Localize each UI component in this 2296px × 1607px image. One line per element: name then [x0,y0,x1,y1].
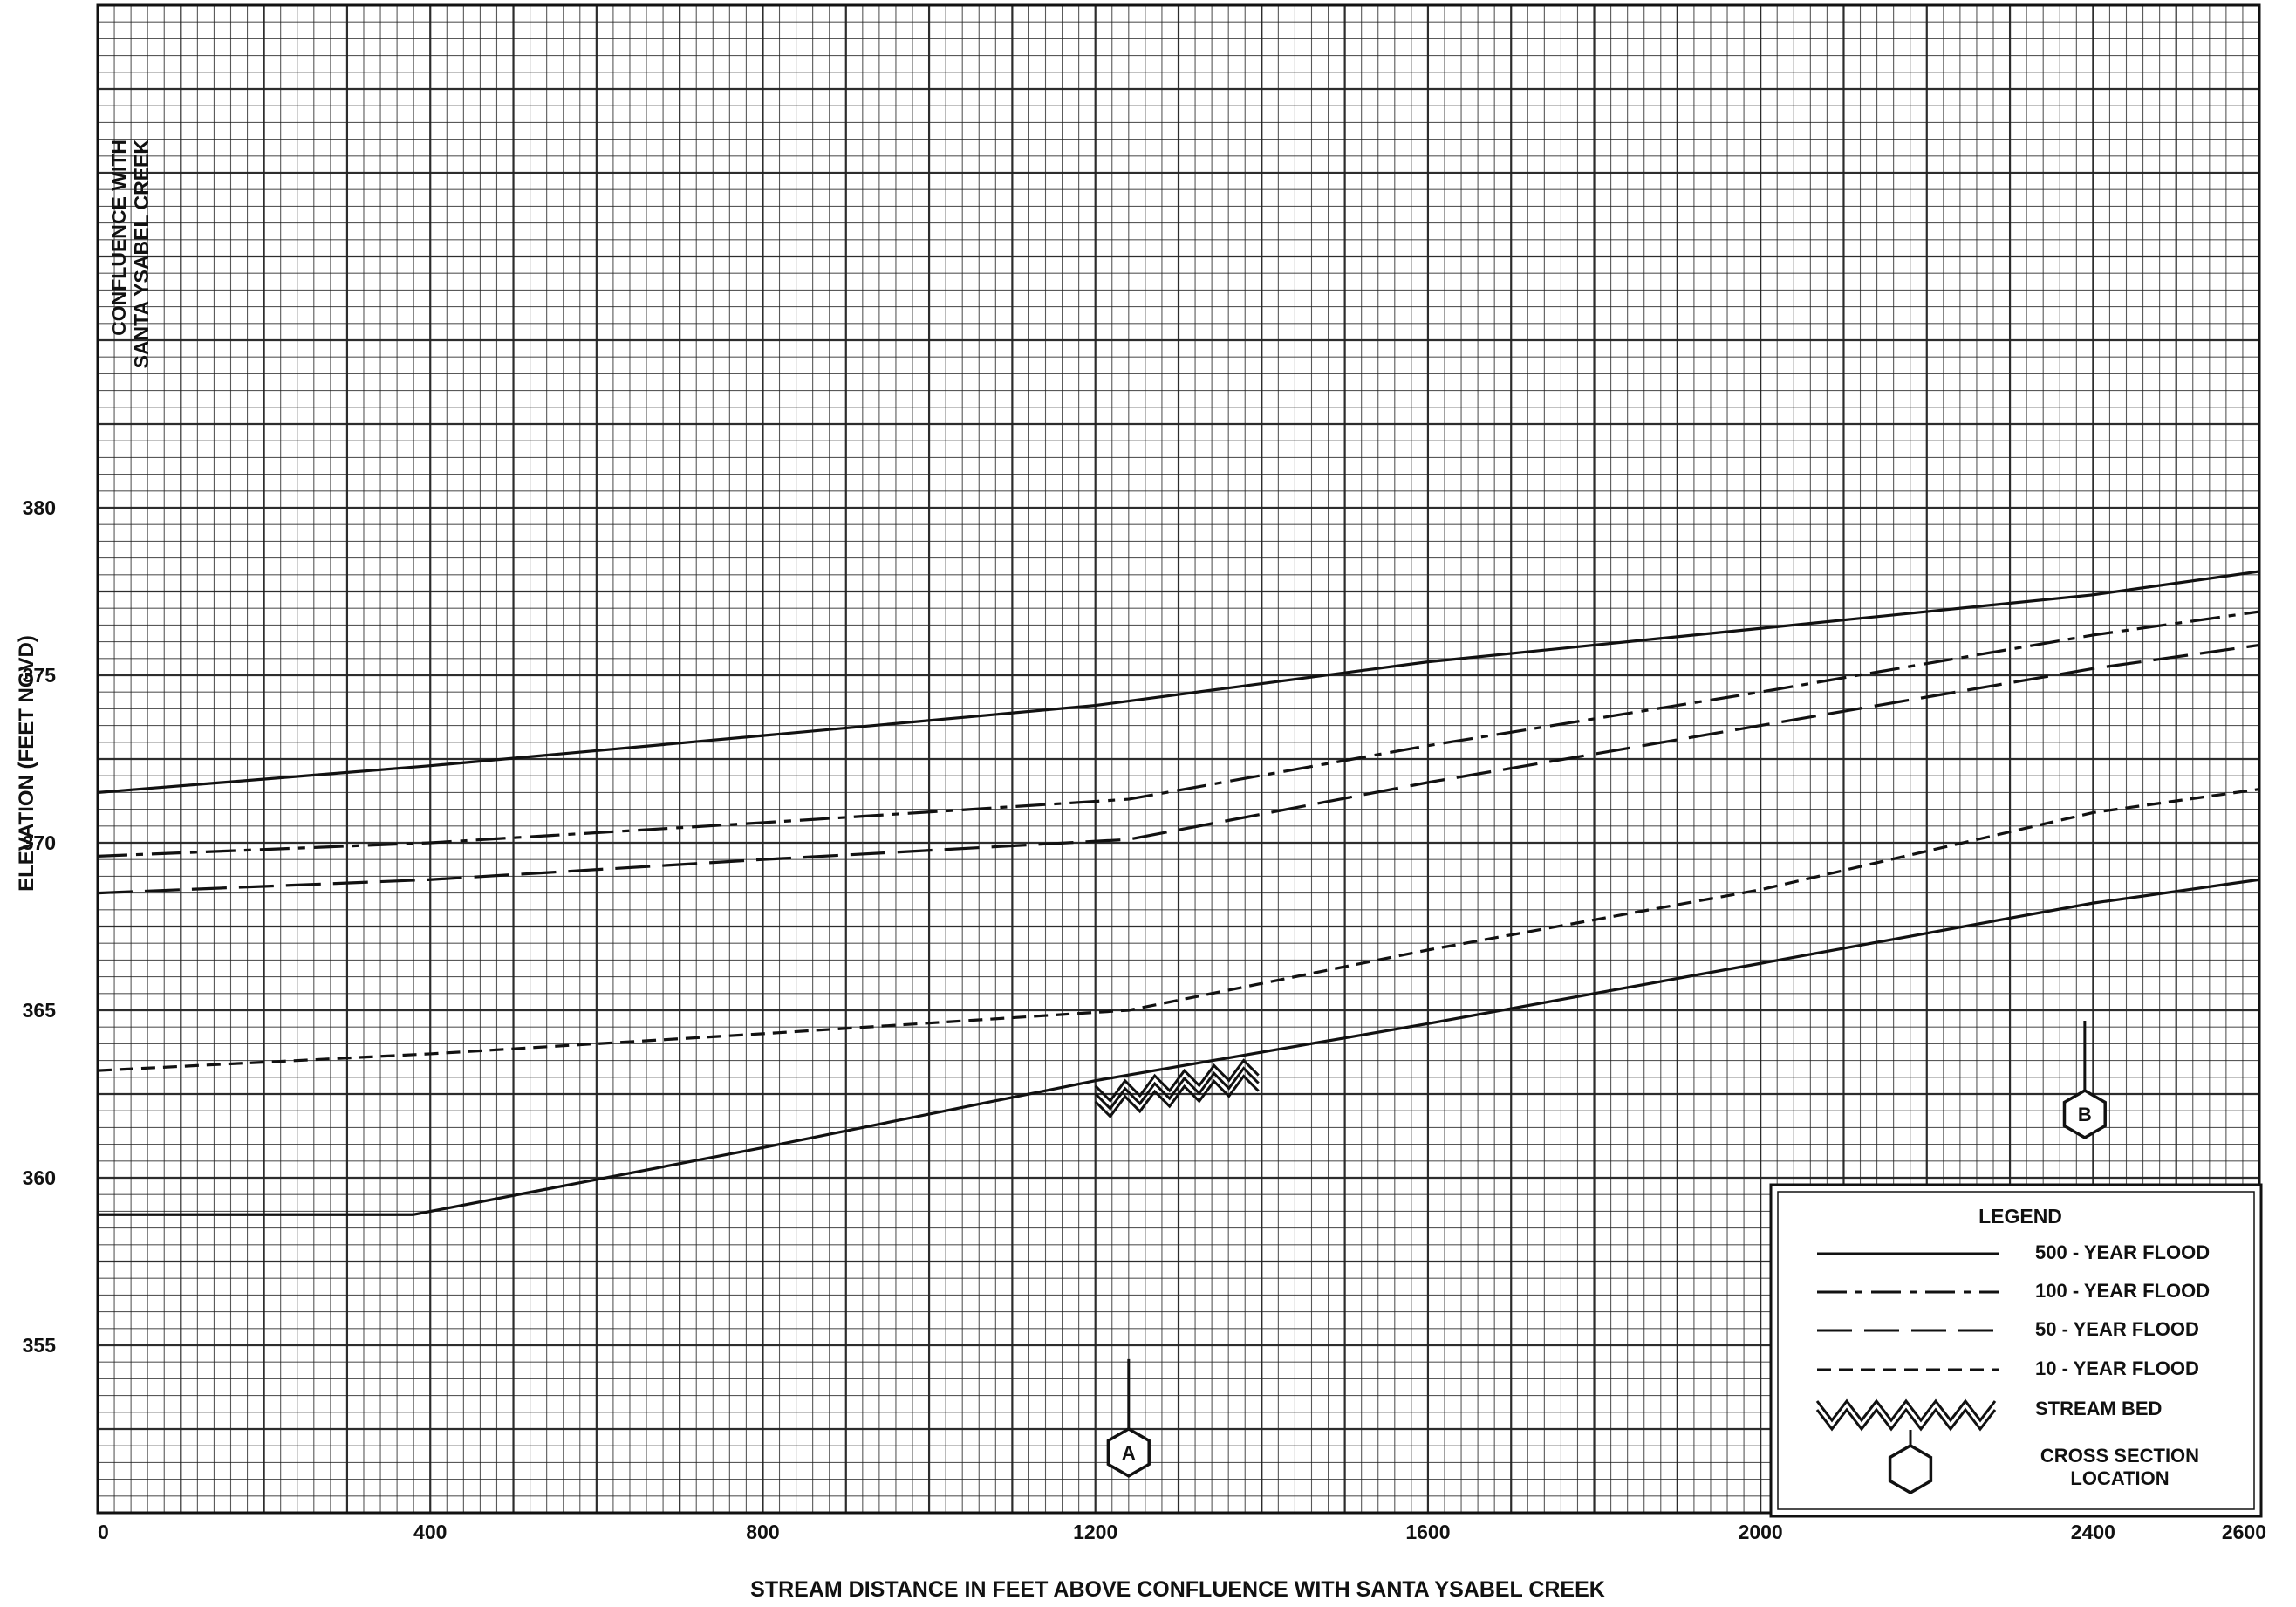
x-tick-label: 2600 [2222,1521,2266,1543]
legend-label: 50 - YEAR FLOOD [2035,1318,2199,1340]
cross-section-marker-a: A [1106,1358,1151,1478]
series-line-stream-bed [98,878,2260,1216]
y-tick-label: 380 [23,496,56,519]
legend-hatch-swatch [1815,1398,1997,1423]
legend-hatch-swatch [1815,1407,1997,1432]
legend-label: 10 - YEAR FLOOD [2035,1357,2199,1379]
legend-item: 50 - YEAR FLOOD [1817,1318,2199,1340]
x-tick-label: 2400 [2071,1521,2115,1543]
tick-labels: 0 400 800 1200 1600 2000 2400 2600 355 360 365 370 3… [23,496,2266,1543]
legend-inner-box [1777,1191,2255,1510]
legend-item: 500 - YEAR FLOOD [1817,1241,2210,1263]
confluence-annotation-line2: SANTA YSABEL CREEK [130,140,153,369]
stream-bed-hatch [1094,1058,1260,1119]
legend-label: CROSS SECTION [2040,1445,2199,1467]
legend-item: 100 - YEAR FLOOD [1817,1280,2210,1302]
y-axis-title: ELEVATION (FEET NGVD) [15,635,38,892]
legend-item: STREAM BED [1815,1398,2162,1432]
hexagon-icon [2062,1088,2107,1140]
y-tick-label: 365 [23,999,57,1022]
y-tick-label: 360 [23,1166,56,1189]
plot-frame [96,3,2261,1515]
confluence-annotation-line1: CONFLUENCE WITH [107,140,130,336]
series-line-100-year-flood [97,610,2260,858]
legend-label: 500 - YEAR FLOOD [2035,1241,2210,1263]
y-tick-label: 355 [23,1334,57,1357]
legend-label: 100 - YEAR FLOOD [2035,1280,2210,1302]
x-axis-title: STREAM DISTANCE IN FEET ABOVE CONFLUENCE… [750,1577,1605,1602]
hexagon-icon [1106,1426,1151,1478]
x-tick-label: 400 [413,1521,447,1543]
stream-bed-zigzag [1094,1074,1260,1119]
legend-items: 500 - YEAR FLOOD 100 - YEAR FLOOD 50 - YEA… [1815,1241,2210,1495]
legend-title: LEGEND [1978,1205,2062,1227]
x-tick-label: 0 [98,1521,109,1543]
legend-box [1769,1183,2263,1518]
legend-label-line2: LOCATION [2070,1467,2169,1489]
x-tick-label: 2000 [1739,1521,1783,1543]
cross-section-markers: AB [1106,1021,2107,1478]
cross-section-label: B [2078,1104,2092,1125]
y-tick-label: 370 [23,831,56,854]
legend-item: 10 - YEAR FLOOD [1817,1357,2199,1379]
hexagon-icon [1888,1443,1933,1495]
stream-bed-zigzag [1094,1058,1260,1104]
cross-section-marker-b: B [2062,1021,2107,1140]
x-tick-label: 1200 [1073,1521,1117,1543]
series-line-10-year-flood [97,787,2260,1072]
y-tick-label: 375 [23,664,57,687]
series-group [97,570,2260,1216]
cross-section-label: A [1122,1442,1136,1464]
plot-border [96,3,2261,1515]
legend-label: STREAM BED [2035,1398,2162,1419]
stream-bed-zigzag [1094,1066,1260,1111]
x-tick-label: 1600 [1405,1521,1450,1543]
series-line-50-year-flood [97,643,2260,895]
confluence-annotation: CONFLUENCE WITH SANTA YSABEL CREEK [107,140,153,369]
x-tick-label: 800 [746,1521,779,1543]
series-line-500-year-flood [97,570,2260,794]
